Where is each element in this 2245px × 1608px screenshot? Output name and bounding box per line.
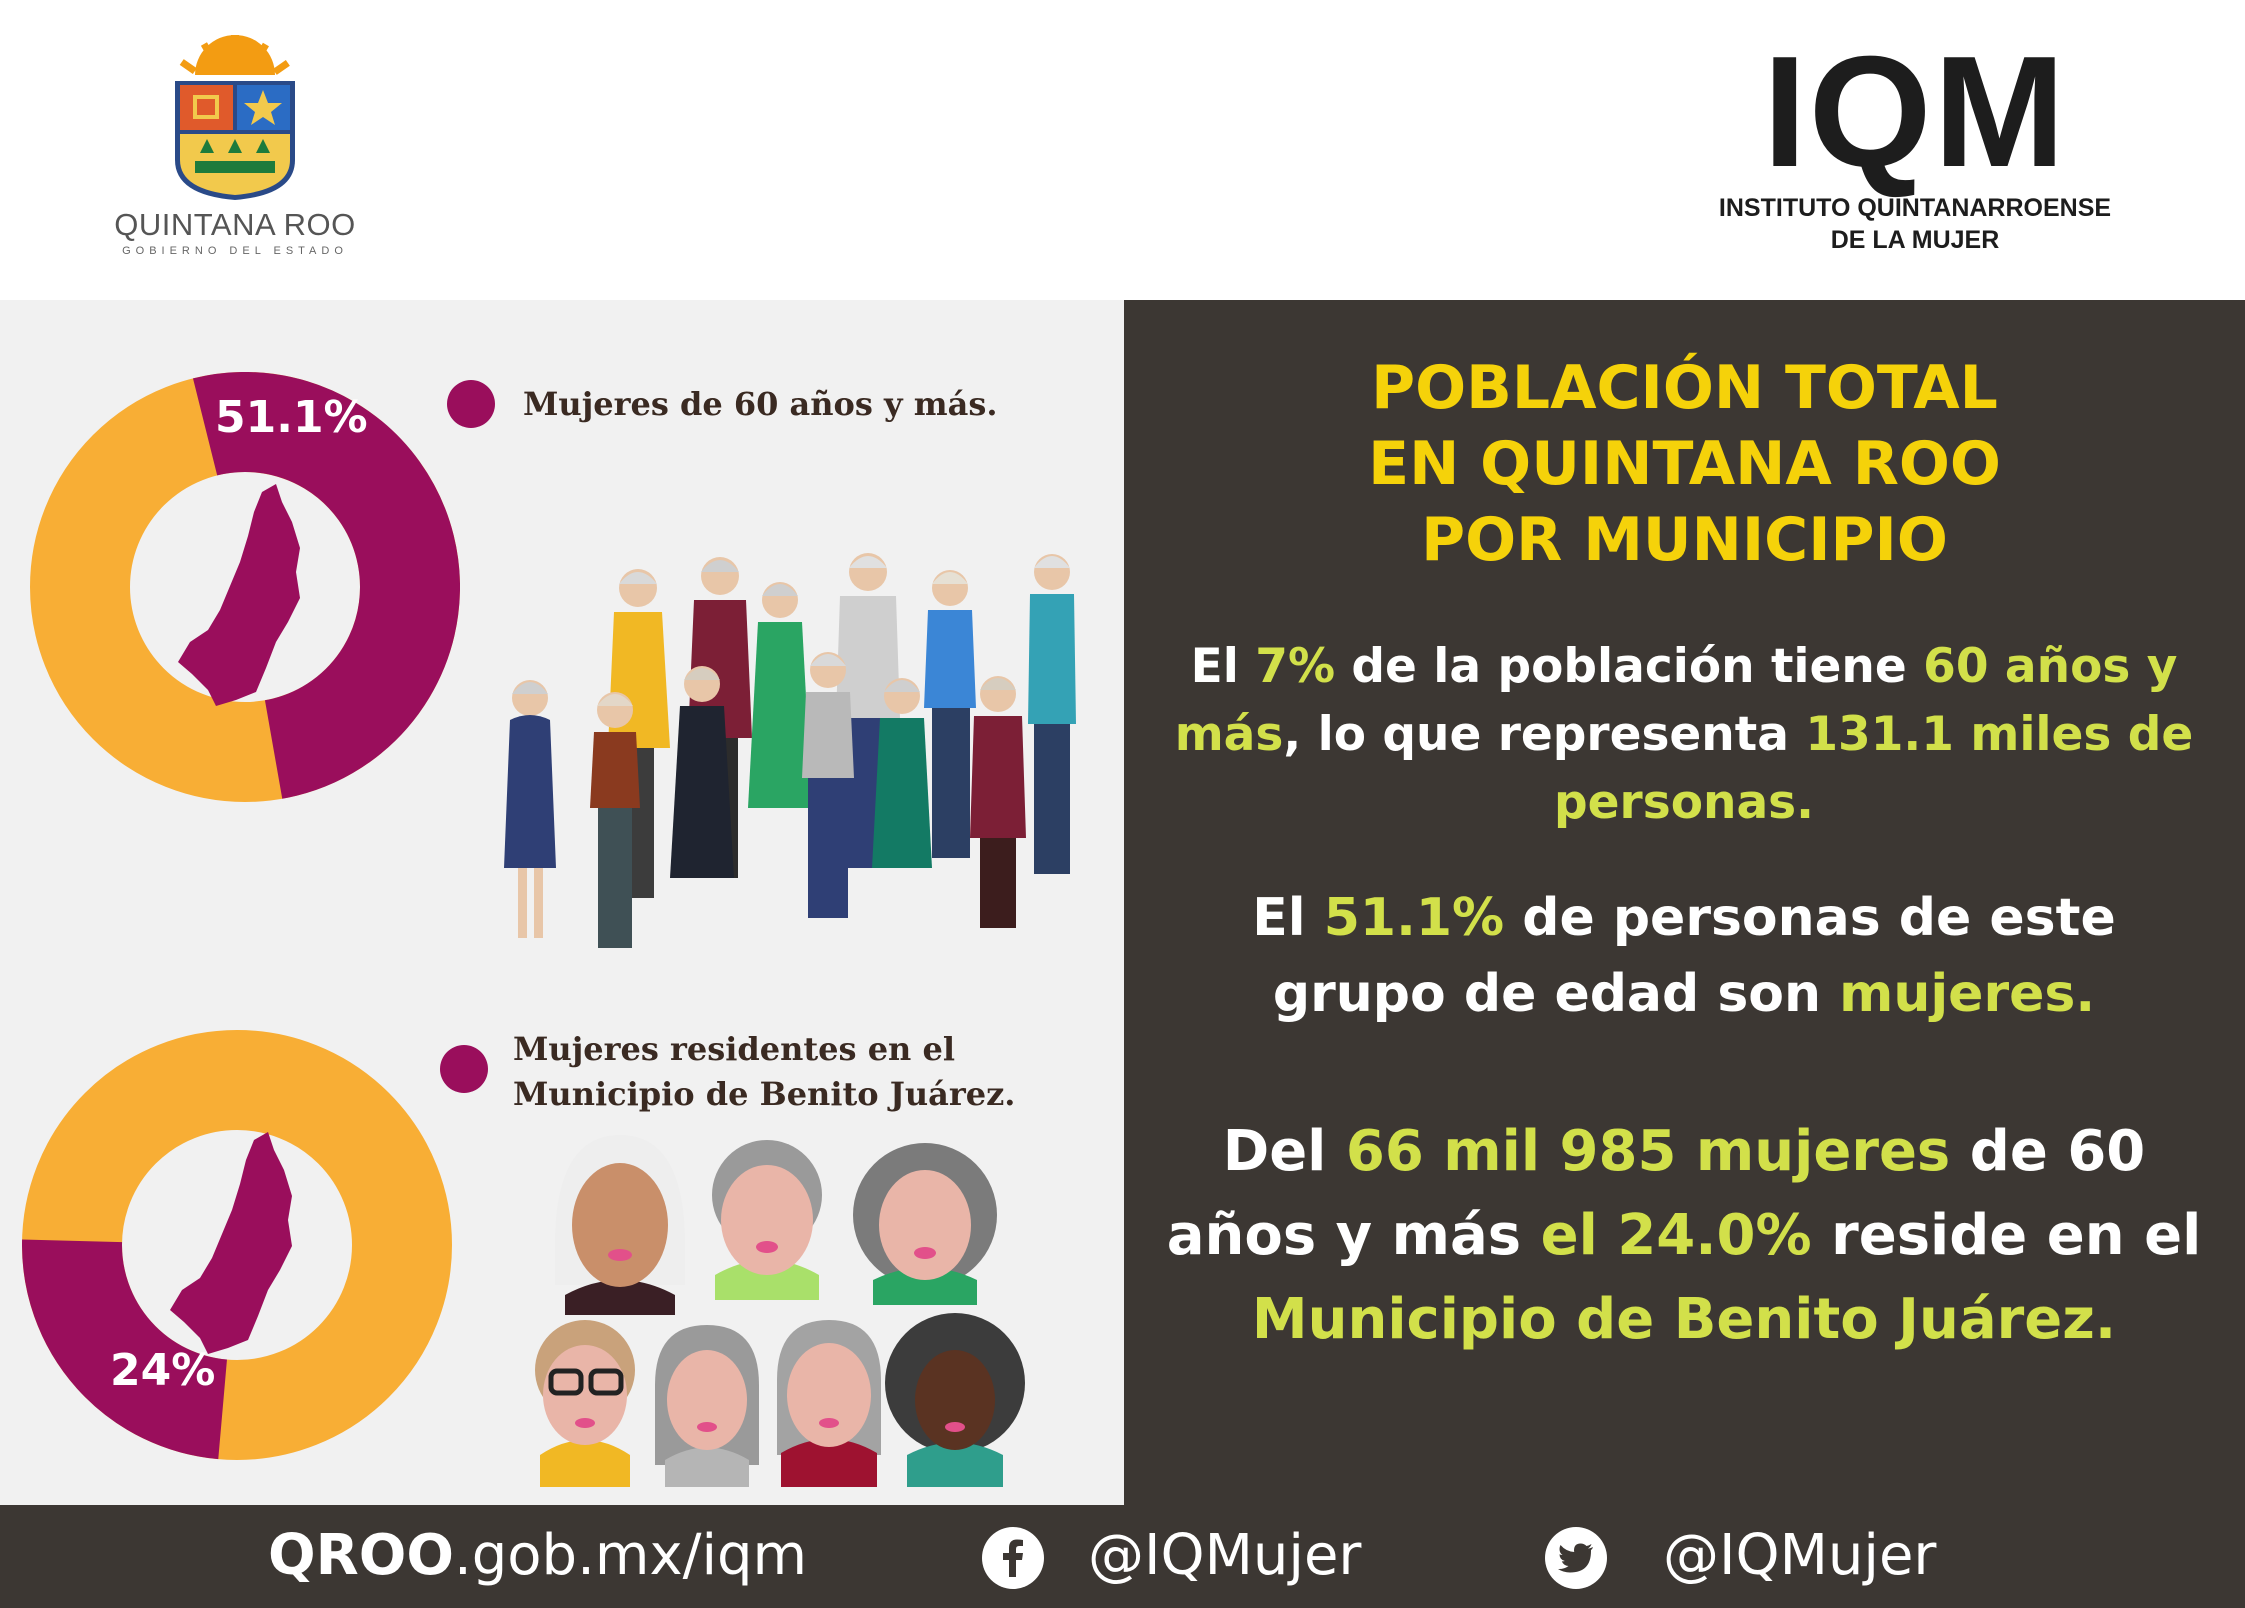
text: El <box>1252 888 1324 948</box>
twitter-icon[interactable] <box>1545 1527 1607 1589</box>
title-line-1: POBLACIÓN TOTAL <box>1371 353 1998 423</box>
face-7 <box>885 1313 1025 1487</box>
iqm-name-line1: INSTITUTO QUINTANARROENSE <box>1718 194 2112 222</box>
person-10 <box>872 678 932 868</box>
legend-dot-icon <box>440 1045 488 1093</box>
highlight-7pct: 7% <box>1255 639 1336 694</box>
donut-top-label: 51.1% <box>215 392 368 443</box>
title-line-3: POR MUNICIPIO <box>1421 505 1948 575</box>
highlight-municipio: Municipio de Benito Juárez. <box>1251 1287 2117 1352</box>
iqm-name-line2: DE LA MUJER <box>1830 226 2000 254</box>
twitter-glyph <box>1558 1543 1593 1573</box>
highlight-60-anos: 60 años y más <box>1174 639 2178 762</box>
highlight-24pct: el 24.0% <box>1540 1203 1812 1268</box>
site-bold: QROO <box>268 1523 454 1588</box>
face-3 <box>853 1143 997 1305</box>
person-11 <box>970 676 1026 928</box>
elderly-women-faces-illustration <box>535 1135 1025 1487</box>
person-8 <box>802 652 854 918</box>
header: QUINTANA ROO GOBIERNO DEL ESTADO IQM INS… <box>0 0 2245 300</box>
paragraph-poblacion-60: El 7% de la población tiene 60 años y má… <box>1164 633 2204 837</box>
page-title: POBLACIÓN TOTAL EN QUINTANA ROO POR MUNI… <box>1124 350 2245 578</box>
face-1 <box>555 1135 685 1315</box>
paragraph-mujeres-pct: El 51.1% de personas de este grupo de ed… <box>1164 880 2204 1032</box>
text: Del <box>1222 1119 1346 1184</box>
person-3 <box>590 692 640 948</box>
quintana-roo-name: QUINTANA ROO <box>114 207 356 242</box>
facebook-icon[interactable] <box>982 1527 1044 1589</box>
person-12 <box>1028 554 1076 874</box>
text: de la población tiene <box>1335 639 1924 694</box>
person-9 <box>924 570 976 858</box>
donut-highlight-segment <box>30 372 460 802</box>
facebook-handle[interactable]: @IQMujer <box>1088 1523 1362 1588</box>
website-link[interactable]: QROO.gob.mx/iqm <box>268 1523 807 1588</box>
iqm-logo[interactable]: IQM INSTITUTO QUINTANARROENSE DE LA MUJE… <box>1680 32 2150 258</box>
text: , lo que representa <box>1283 707 1806 762</box>
elderly-group-illustration <box>504 553 1076 948</box>
text: reside en el <box>1811 1203 2202 1268</box>
text: El <box>1190 639 1256 694</box>
quintana-roo-map-icon <box>170 1132 292 1354</box>
title-line-2: EN QUINTANA ROO <box>1368 429 2001 499</box>
left-panel: 51.1% Mujeres de 60 años y más. <box>0 300 1124 1505</box>
legend-dot-icon <box>447 380 495 428</box>
donut-highlight-segment <box>22 1030 452 1460</box>
face-6 <box>777 1320 881 1487</box>
face-2 <box>712 1140 822 1300</box>
footer: QROO.gob.mx/iqm @IQMujer @IQMujer <box>0 1505 2245 1608</box>
person-6 <box>748 582 812 808</box>
text: de personas de este grupo de edad son <box>1272 888 2116 1024</box>
site-rest: .gob.mx/iqm <box>453 1523 808 1588</box>
donut-chart-benito-juarez <box>22 1030 452 1460</box>
legend-benito-juarez: Mujeres residentes en el Municipio de Be… <box>513 1030 1016 1113</box>
face-5 <box>655 1325 759 1487</box>
person-1 <box>504 680 556 938</box>
quintana-roo-logo[interactable]: QUINTANA ROO GOBIERNO DEL ESTADO <box>90 35 380 265</box>
person-5 <box>670 666 734 878</box>
donut-bottom-label: 24% <box>110 1345 216 1396</box>
gobierno-subtitle: GOBIERNO DEL ESTADO <box>122 245 348 257</box>
highlight-mujeres: mujeres. <box>1839 964 2096 1024</box>
highlight-131-miles: 131.1 miles de personas. <box>1554 707 2194 830</box>
quintana-roo-map-icon <box>178 484 300 706</box>
highlight-66985: 66 mil 985 mujeres <box>1345 1119 1951 1184</box>
text: de 60 años y más <box>1166 1119 2146 1268</box>
donut-chart-mujeres-60 <box>30 372 460 802</box>
coat-of-arms-icon <box>175 35 295 200</box>
highlight-51pct: 51.1% <box>1323 888 1505 948</box>
twitter-handle[interactable]: @IQMujer <box>1663 1523 1937 1588</box>
right-panel: POBLACIÓN TOTAL EN QUINTANA ROO POR MUNI… <box>1124 300 2245 1505</box>
paragraph-benito-juarez: Del 66 mil 985 mujeres de 60 años y más … <box>1164 1110 2204 1362</box>
legend-mujeres-60: Mujeres de 60 años y más. <box>523 385 998 423</box>
iqm-acronym: IQM <box>1762 24 2068 200</box>
facebook-glyph <box>1003 1539 1023 1577</box>
face-4 <box>535 1320 635 1487</box>
